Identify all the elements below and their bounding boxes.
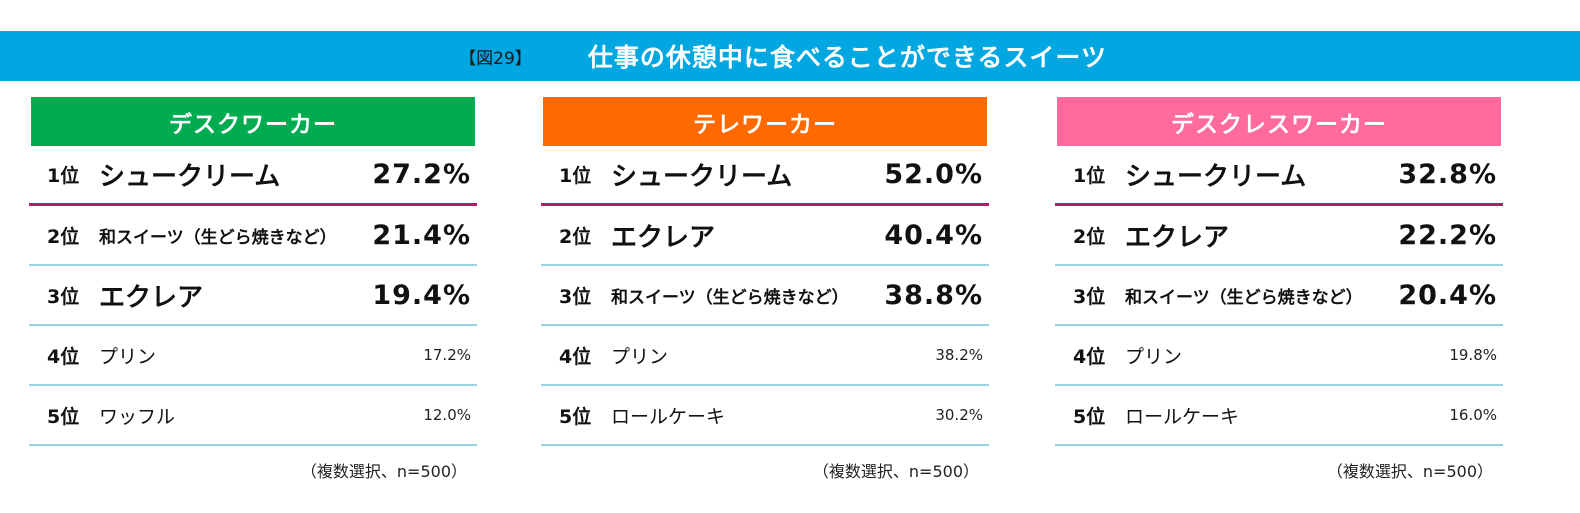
- rank-row-1: 1位 シュークリーム 27.2%: [29, 146, 477, 206]
- rank-label: 3位: [47, 285, 80, 308]
- item-percentage: 27.2%: [372, 159, 471, 190]
- item-name: ワッフル: [99, 405, 176, 428]
- rank-label: 1位: [1073, 165, 1106, 187]
- rank-row-3: 3位 和スイーツ（生どら焼きなど） 38.8%: [541, 266, 989, 326]
- item-name: エクレア: [1125, 222, 1230, 253]
- panel-tele-worker: テレワーカー 1位 シュークリーム 52.0% 2位 エクレア 40.4% 3位…: [541, 97, 989, 482]
- item-name: エクレア: [99, 282, 204, 313]
- rank-row-2: 2位 エクレア 40.4%: [541, 206, 989, 266]
- figure-label: 【図29】: [459, 48, 532, 69]
- rank-row-1: 1位 シュークリーム 52.0%: [541, 146, 989, 206]
- item-percentage: 38.8%: [884, 279, 983, 311]
- rank-row-4: 4位 プリン 38.2%: [541, 326, 989, 386]
- rank-row-1: 1位 シュークリーム 32.8%: [1055, 146, 1503, 206]
- rank-label: 2位: [559, 225, 592, 248]
- item-name: シュークリーム: [1125, 162, 1307, 192]
- title-bar: 【図29】 仕事の休憩中に食べることができるスイーツ: [0, 31, 1580, 81]
- sample-note: （複数選択、n=500）: [1326, 462, 1493, 481]
- item-name: プリン: [611, 345, 669, 368]
- item-percentage: 22.2%: [1398, 219, 1497, 251]
- item-percentage: 16.0%: [1449, 406, 1497, 424]
- sample-note: （複数選択、n=500）: [812, 462, 979, 481]
- rank-label: 5位: [1073, 405, 1106, 428]
- item-percentage: 12.0%: [423, 406, 471, 424]
- item-percentage: 32.8%: [1398, 159, 1497, 190]
- panel-desk-worker: デスクワーカー 1位 シュークリーム 27.2% 2位 和スイーツ（生どら焼きな…: [29, 97, 477, 482]
- item-percentage: 19.4%: [372, 279, 471, 311]
- item-percentage: 19.8%: [1449, 346, 1497, 364]
- item-name: シュークリーム: [99, 162, 281, 192]
- item-percentage: 21.4%: [372, 219, 471, 251]
- rank-row-5: 5位 ロールケーキ 16.0%: [1055, 386, 1503, 446]
- item-name: 和スイーツ（生どら焼きなど）: [99, 227, 337, 248]
- rank-label: 5位: [47, 405, 80, 428]
- rank-row-2: 2位 和スイーツ（生どら焼きなど） 21.4%: [29, 206, 477, 266]
- item-name: プリン: [99, 345, 157, 368]
- item-percentage: 30.2%: [935, 406, 983, 424]
- item-percentage: 40.4%: [884, 219, 983, 251]
- item-percentage: 52.0%: [884, 159, 983, 190]
- rank-label: 2位: [47, 225, 80, 248]
- rank-label: 2位: [1073, 225, 1106, 248]
- item-percentage: 17.2%: [423, 346, 471, 364]
- rank-row-4: 4位 プリン 17.2%: [29, 326, 477, 386]
- sample-note: （複数選択、n=500）: [300, 462, 467, 481]
- rank-row-3: 3位 エクレア 19.4%: [29, 266, 477, 326]
- rank-label: 4位: [559, 345, 592, 368]
- rank-label: 1位: [47, 165, 80, 187]
- item-percentage: 38.2%: [935, 346, 983, 364]
- rank-label: 1位: [559, 165, 592, 187]
- panel-header: テレワーカー: [543, 97, 987, 146]
- item-name: シュークリーム: [611, 162, 793, 192]
- rank-label: 5位: [559, 405, 592, 428]
- panel-header: デスクワーカー: [31, 97, 475, 146]
- rank-row-2: 2位 エクレア 22.2%: [1055, 206, 1503, 266]
- item-name: 和スイーツ（生どら焼きなど）: [611, 287, 849, 308]
- page-title: 仕事の休憩中に食べることができるスイーツ: [587, 43, 1107, 72]
- rank-row-3: 3位 和スイーツ（生どら焼きなど） 20.4%: [1055, 266, 1503, 326]
- rank-label: 4位: [1073, 345, 1106, 368]
- panel-header: デスクレスワーカー: [1057, 97, 1501, 146]
- item-name: 和スイーツ（生どら焼きなど）: [1125, 287, 1363, 308]
- rank-label: 3位: [1073, 285, 1106, 308]
- item-name: プリン: [1125, 345, 1183, 368]
- rank-row-5: 5位 ロールケーキ 30.2%: [541, 386, 989, 446]
- rank-label: 3位: [559, 285, 592, 308]
- rank-label: 4位: [47, 345, 80, 368]
- item-name: ロールケーキ: [611, 405, 726, 428]
- rank-row-4: 4位 プリン 19.8%: [1055, 326, 1503, 386]
- item-name: ロールケーキ: [1125, 405, 1240, 428]
- rank-row-5: 5位 ワッフル 12.0%: [29, 386, 477, 446]
- item-name: エクレア: [611, 222, 716, 253]
- item-percentage: 20.4%: [1398, 279, 1497, 311]
- panel-deskless-worker: デスクレスワーカー 1位 シュークリーム 32.8% 2位 エクレア 22.2%…: [1055, 97, 1503, 482]
